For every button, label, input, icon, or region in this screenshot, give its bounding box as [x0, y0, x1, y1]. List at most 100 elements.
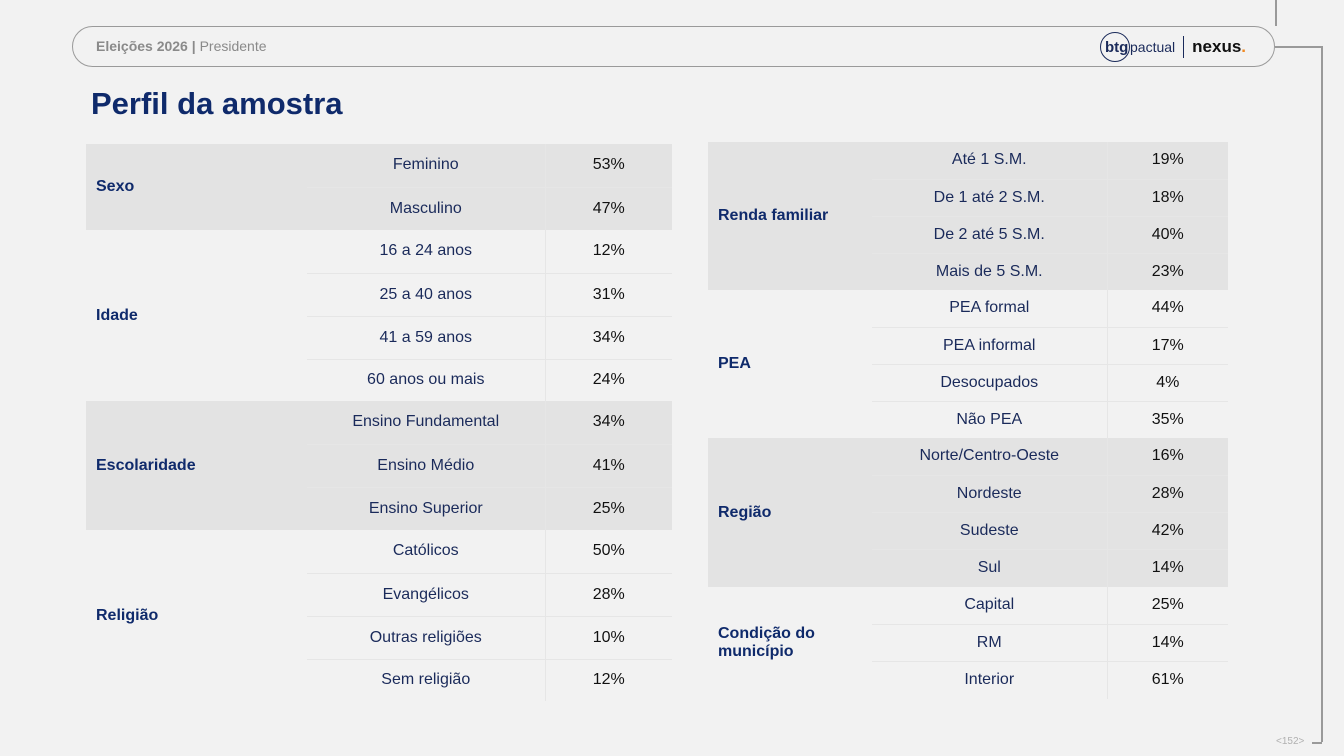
page-title: Perfil da amostra [91, 86, 343, 121]
subcategory-label: Feminino [307, 144, 546, 187]
percentage-value: 25% [1107, 587, 1228, 624]
subcategory-label: Norte/Centro-Oeste [872, 438, 1108, 475]
percentage-value: 44% [1107, 290, 1228, 327]
percentage-value: 34% [545, 315, 672, 359]
subcategory-label: Ensino Fundamental [307, 401, 546, 444]
table-row: Desocupados 4% [708, 363, 1228, 401]
percentage-value: 16% [1107, 438, 1228, 475]
page-number: <152> [1276, 736, 1305, 747]
table-row: RM 14% [708, 623, 1228, 661]
percentage-value: 28% [545, 572, 672, 616]
percentage-value: 14% [1107, 623, 1228, 661]
subcategory-label: Sul [872, 548, 1108, 587]
category-label: Renda familiar [708, 142, 872, 290]
table-row: 25 a 40 anos 31% [86, 272, 672, 316]
category-label: Condição do município [708, 587, 872, 699]
subcategory-label: Sudeste [872, 511, 1108, 549]
table-row: Mais de 5 S.M. 23% [708, 252, 1228, 290]
percentage-value: 24% [545, 358, 672, 401]
frame-line [1275, 46, 1322, 48]
table-row: Idade 16 a 24 anos 12% [86, 230, 672, 401]
table-row: Ensino Superior 25% [86, 486, 672, 530]
table-row: Não PEA 35% [708, 400, 1228, 438]
percentage-value: 23% [1107, 252, 1228, 290]
btg-logo-mark: btg [1100, 32, 1130, 62]
table-row: Sem religião 12% [86, 658, 672, 701]
table-row: Masculino 47% [86, 186, 672, 230]
percentage-value: 14% [1107, 548, 1228, 587]
subcategory-label: PEA informal [872, 326, 1108, 364]
table-row: Sexo Feminino 53% [86, 144, 672, 230]
percentage-value: 41% [545, 443, 672, 487]
percentage-value: 31% [545, 272, 672, 316]
table-row: Evangélicos 28% [86, 572, 672, 616]
subcategory-label: Masculino [307, 186, 546, 230]
percentage-value: 19% [1107, 142, 1228, 179]
table-row: 60 anos ou mais 24% [86, 358, 672, 401]
table-row: Região Norte/Centro-Oeste 16% [708, 438, 1228, 587]
category-label: PEA [708, 290, 872, 438]
percentage-value: 53% [545, 144, 672, 187]
nexus-logo: nexus. [1192, 37, 1246, 57]
percentage-value: 25% [545, 486, 672, 530]
percentage-value: 34% [545, 401, 672, 444]
percentage-value: 10% [545, 615, 672, 659]
subcategory-label: Interior [872, 660, 1108, 699]
subcategory-label: 16 a 24 anos [307, 230, 546, 273]
percentage-value: 35% [1107, 400, 1228, 438]
subcategory-label: Mais de 5 S.M. [872, 252, 1108, 290]
header-title-bold: Eleições 2026 [96, 38, 188, 54]
percentage-value: 17% [1107, 326, 1228, 364]
subcategory-label: Capital [872, 587, 1108, 624]
table-row: De 1 até 2 S.M. 18% [708, 178, 1228, 216]
nexus-logo-text: nexus [1192, 37, 1242, 56]
percentage-value: 28% [1107, 474, 1228, 512]
category-label: Idade [86, 230, 307, 401]
category-label: Religião [86, 530, 307, 701]
subcategory-label: De 1 até 2 S.M. [872, 178, 1108, 216]
category-label: Escolaridade [86, 401, 307, 530]
table-row: Renda familiar Até 1 S.M. 19% [708, 142, 1228, 290]
percentage-value: 61% [1107, 660, 1228, 699]
percentage-value: 12% [545, 658, 672, 701]
table-row: Sudeste 42% [708, 511, 1228, 549]
header-title: Eleições 2026 | Presidente [96, 38, 267, 54]
subcategory-label: Até 1 S.M. [872, 142, 1108, 179]
table-row: Religião Católicos 50% [86, 530, 672, 701]
subcategory-label: Evangélicos [307, 572, 546, 616]
pactual-logo-text: pactual [1130, 39, 1176, 55]
table-row: PEA PEA formal 44% [708, 290, 1228, 438]
subcategory-label: Católicos [307, 530, 546, 573]
percentage-value: 4% [1107, 363, 1228, 401]
subcategory-label: 60 anos ou mais [307, 358, 546, 401]
subcategory-label: Ensino Médio [307, 443, 546, 487]
subcategory-label: Ensino Superior [307, 486, 546, 530]
table-row: Outras religiões 10% [86, 615, 672, 659]
percentage-value: 18% [1107, 178, 1228, 216]
subcategory-label: Não PEA [872, 400, 1108, 438]
header-bar [72, 26, 1275, 67]
category-label: Sexo [86, 144, 307, 230]
left-profile-table: Sexo Feminino 53% Masculino 47% Idade 16 a 24 … [86, 144, 672, 701]
table-row: Ensino Médio 41% [86, 443, 672, 487]
subcategory-label: PEA formal [872, 290, 1108, 327]
subcategory-label: RM [872, 623, 1108, 661]
logo-divider [1183, 36, 1185, 58]
percentage-value: 12% [545, 230, 672, 273]
subcategory-label: Nordeste [872, 474, 1108, 512]
subcategory-label: Desocupados [872, 363, 1108, 401]
table-row: De 2 até 5 S.M. 40% [708, 215, 1228, 253]
table-row: Escolaridade Ensino Fundamental 34% [86, 401, 672, 530]
table-row: Condição do município Capital 25% [708, 587, 1228, 699]
btg-logo-text: btg [1105, 38, 1129, 56]
frame-line [1312, 742, 1322, 744]
percentage-value: 42% [1107, 511, 1228, 549]
subcategory-label: Outras religiões [307, 615, 546, 659]
table-row: PEA informal 17% [708, 326, 1228, 364]
subcategory-label: 25 a 40 anos [307, 272, 546, 316]
percentage-value: 40% [1107, 215, 1228, 253]
table-row: Nordeste 28% [708, 474, 1228, 512]
table-row: Sul 14% [708, 548, 1228, 587]
subcategory-label: 41 a 59 anos [307, 315, 546, 359]
subcategory-label: Sem religião [307, 658, 546, 701]
